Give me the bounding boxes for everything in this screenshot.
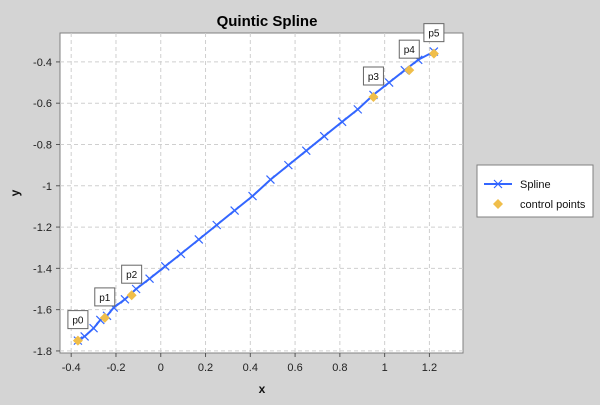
x-tick-label: 0.2 xyxy=(198,362,213,374)
spline-marker xyxy=(283,160,293,170)
spline-marker xyxy=(248,191,257,201)
x-tick-label: 0.8 xyxy=(332,362,347,374)
spline-marker xyxy=(160,261,170,271)
x-tick-label: 0.6 xyxy=(287,362,302,374)
spline-marker xyxy=(89,323,99,333)
control-point-label: p4 xyxy=(404,45,416,56)
y-tick-label: -1.6 xyxy=(33,305,52,317)
control-point-label: p1 xyxy=(99,293,111,304)
y-tick-label: -1.4 xyxy=(33,263,52,275)
control-point-label-box xyxy=(121,264,143,284)
spline-marker xyxy=(230,206,240,215)
spline-marker xyxy=(337,117,347,127)
point-annotations: p0 p1 p2 p3 p4 p5 xyxy=(67,23,445,330)
spline-marker xyxy=(194,235,204,244)
legend-box xyxy=(476,164,594,218)
grid-lines xyxy=(60,33,463,353)
plot-area xyxy=(59,32,464,354)
spline-marker xyxy=(353,104,363,114)
legend-label-spline: Spline xyxy=(520,179,551,191)
control-point-label: p5 xyxy=(428,29,440,40)
y-tick-label: -0.6 xyxy=(33,98,52,110)
legend-control-points-marker xyxy=(493,199,503,209)
control-point-label-box xyxy=(67,310,89,330)
control-point-label: p0 xyxy=(72,316,84,327)
control-point-label-box xyxy=(423,23,445,43)
control-point-marker xyxy=(126,290,137,301)
control-point-marker xyxy=(99,312,110,323)
y-tick-label: -1.8 xyxy=(33,346,52,358)
control-point-marker xyxy=(404,65,415,76)
spline-marker xyxy=(384,78,394,87)
spline-marker xyxy=(120,294,130,304)
y-tick-label: -1 xyxy=(42,181,52,193)
spline-marker xyxy=(80,332,90,341)
x-axis-label: x xyxy=(259,382,266,396)
series-layer xyxy=(72,47,439,346)
y-tick-label: -0.8 xyxy=(33,139,52,151)
chart-title: Quintic Spline xyxy=(217,13,318,30)
spline-marker xyxy=(131,284,141,294)
spline-marker xyxy=(212,220,222,230)
spline-marker xyxy=(145,274,154,284)
x-tick-label: -0.4 xyxy=(62,362,81,374)
control-point-marker xyxy=(368,92,379,102)
y-tick-label: -0.4 xyxy=(33,57,52,69)
spline-marker xyxy=(266,175,275,185)
legend-label-control-points: control points xyxy=(520,199,586,211)
x-tick-label: 1.2 xyxy=(422,362,437,374)
spline-marker xyxy=(319,131,329,141)
control-point-marker xyxy=(72,335,83,346)
control-point-label: p3 xyxy=(368,72,380,83)
x-tick-label: 0 xyxy=(158,362,164,374)
spline-marker xyxy=(301,146,311,156)
legend: Spline control points xyxy=(476,164,594,218)
spline-marker xyxy=(176,249,186,259)
control-point-label-box xyxy=(398,39,420,59)
legend-spline-marker xyxy=(493,179,503,189)
axes: -0.4 -0.2 0 0.2 0.4 0.6 0.8 1 1.2 -1.8 -1.6 -1.4 -1.… xyxy=(33,57,437,374)
control-point-label: p2 xyxy=(126,270,138,281)
control-point-label-box xyxy=(362,66,384,86)
y-tick-label: -1.2 xyxy=(33,222,52,234)
control-point-label-box xyxy=(94,287,116,307)
x-tick-label: -0.2 xyxy=(106,362,125,374)
x-tick-label: 1 xyxy=(382,362,388,374)
control-point-marker xyxy=(428,48,439,59)
y-axis-label: y xyxy=(8,189,22,196)
x-tick-label: 0.4 xyxy=(243,362,258,374)
